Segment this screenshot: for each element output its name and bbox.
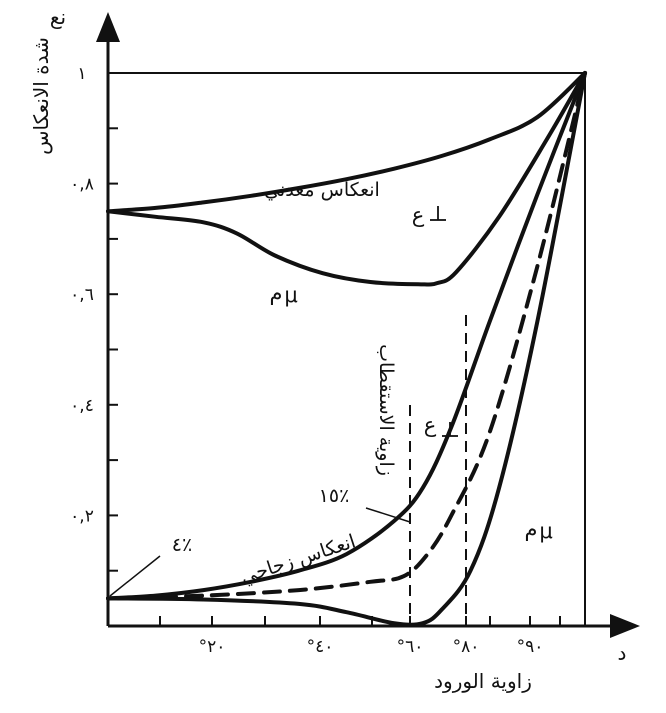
glass-reflection-label: انعكاس زجاجي: [238, 530, 358, 588]
y-tick-label: ٠,٨: [70, 175, 94, 195]
polarization-angle-label: زاوية الاستقطاب: [375, 344, 397, 476]
series-line-glass-15-perp: [106, 71, 587, 601]
svg-text:م: م: [524, 517, 537, 541]
svg-text:μ: μ: [539, 519, 552, 543]
svg-text:ع: ع: [424, 413, 437, 437]
x-tick-label: °٩٠: [517, 637, 544, 657]
y-tick-label: ٠,٤: [70, 396, 94, 416]
x-tick-label: °٦٠: [397, 637, 424, 657]
pct-4-label: ٤٪: [172, 534, 192, 556]
x-axis-title: زاوية الورود: [434, 669, 532, 693]
sym-mu-low: م μ: [524, 517, 552, 543]
sym-perp-top: ع: [412, 203, 446, 227]
series-line-metal-perp: [106, 71, 587, 214]
metallic-reflection-label: انعكاس معدني: [264, 179, 380, 201]
pct-15-label: ١٥٪: [319, 485, 350, 507]
y-tick-label: ١: [77, 64, 86, 84]
y-tick-label: ٠,٦: [70, 285, 94, 305]
x-tick-label: °٨٠: [453, 637, 480, 657]
leader-15-line: [365, 507, 411, 523]
svg-text:م: م: [269, 281, 282, 305]
y-tick-label: ٠,٢: [70, 506, 94, 526]
sym-mu-top: م μ: [269, 281, 297, 307]
x-tick-label: °٢٠: [199, 637, 226, 657]
sym-perp-low: ع: [424, 413, 458, 437]
y-axis-arrow-icon: [96, 12, 120, 42]
x-axis-symbol: د: [618, 641, 627, 665]
y-axis-symbol: نع: [50, 5, 66, 29]
leader-4-line: [109, 555, 161, 597]
y-axis-title: شدة الانعكاس: [29, 37, 53, 155]
x-tick-label: °٤٠: [307, 637, 334, 657]
series-line-metal-par: [106, 71, 587, 287]
series-line-glass-4: [106, 71, 587, 627]
x-axis-arrow-icon: [610, 614, 640, 638]
svg-text:μ: μ: [284, 283, 297, 307]
series-line-glass-15-avg: [106, 71, 587, 601]
svg-text:ع: ع: [412, 203, 425, 227]
